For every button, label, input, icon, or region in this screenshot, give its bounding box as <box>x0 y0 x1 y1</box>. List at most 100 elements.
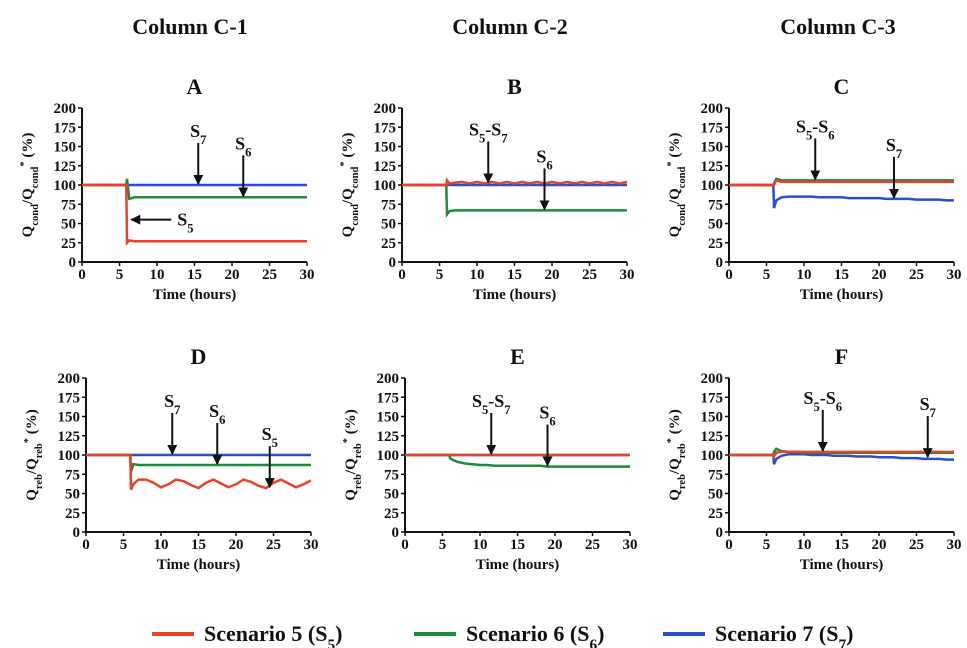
text-part: S <box>886 135 896 155</box>
y-tick-label: 0 <box>389 255 397 271</box>
text-part: /Q <box>667 458 683 475</box>
y-tick-label: 100 <box>58 448 81 464</box>
text-part: 5 <box>813 400 819 414</box>
text-part: * <box>342 438 353 443</box>
text-part: -S <box>812 116 828 136</box>
text-part: Scenario 6 (S <box>466 621 589 646</box>
y-tick-label: 200 <box>58 371 81 387</box>
x-tick-label: 15 <box>507 267 522 283</box>
y-tick-label: 25 <box>381 236 396 252</box>
annotation-label: S6 <box>539 403 555 429</box>
text-part: cond <box>30 204 41 226</box>
panel-title: D <box>191 344 207 369</box>
y-axis-label: Qcond/Qcond* (%) <box>666 133 688 238</box>
text-part: reb <box>34 443 45 458</box>
y-tick-label: 50 <box>65 487 80 503</box>
y-tick-label: 100 <box>377 448 400 464</box>
x-tick-label: 10 <box>470 267 485 283</box>
y-tick-label: 50 <box>61 217 76 233</box>
y-tick-label: 100 <box>374 178 397 194</box>
x-axis-label: Time (hours) <box>800 287 883 303</box>
x-tick-label: 0 <box>398 267 406 283</box>
x-tick-label: 30 <box>304 537 319 553</box>
y-tick-label: 175 <box>701 390 724 406</box>
text-part: cond <box>30 166 41 188</box>
annotation-label: S5 <box>177 210 193 236</box>
series-line <box>402 183 627 218</box>
y-tick-label: 125 <box>54 159 77 175</box>
y-tick-label: 175 <box>377 390 400 406</box>
x-tick-label: 25 <box>909 267 924 283</box>
text-part: 5 <box>327 637 335 648</box>
text-part: 5 <box>806 128 812 142</box>
text-part: S <box>469 119 479 139</box>
y-tick-label: 0 <box>392 525 400 541</box>
text-part: Q <box>20 225 36 237</box>
text-part: 6 <box>546 158 552 172</box>
x-tick-label: 10 <box>797 537 812 553</box>
y-tick-label: 25 <box>708 506 723 522</box>
x-tick-label: 15 <box>834 537 849 553</box>
y-tick-label: 150 <box>377 410 400 426</box>
text-part: 6 <box>549 415 555 429</box>
annotation-label: S7 <box>190 121 206 147</box>
series-line <box>729 177 954 187</box>
axes <box>728 378 954 533</box>
axes <box>81 108 307 263</box>
y-tick-label: 200 <box>374 101 397 117</box>
y-tick-label: 125 <box>374 159 397 175</box>
annotation-label: S5-S6 <box>803 388 842 414</box>
x-axis-label: Time (hours) <box>157 557 240 573</box>
text-part: Q <box>24 489 40 501</box>
x-tick-label: 30 <box>947 537 962 553</box>
y-tick-label: 0 <box>73 525 81 541</box>
x-tick-label: 25 <box>582 267 597 283</box>
x-tick-label: 5 <box>763 267 771 283</box>
y-axis-label: Qreb/Qreb* (%) <box>23 409 45 500</box>
text-part: reb <box>353 474 364 489</box>
legend-label: Scenario 5 (S5) <box>204 621 342 648</box>
x-tick-label: 15 <box>510 537 525 553</box>
text-part: reb <box>677 443 688 458</box>
text-part: /Q <box>20 188 36 205</box>
annotation-label: S6 <box>235 133 251 159</box>
column-header: Column C-3 <box>780 14 896 39</box>
y-tick-label: 150 <box>54 140 77 156</box>
annotation-label: S7 <box>920 394 936 420</box>
x-tick-label: 5 <box>763 537 771 553</box>
text-part: S <box>472 391 482 411</box>
series-line <box>405 453 630 468</box>
x-tick-label: 20 <box>872 267 887 283</box>
legend-label: Scenario 6 (S6) <box>466 621 604 648</box>
x-axis-label: Time (hours) <box>476 557 559 573</box>
y-tick-label: 200 <box>701 101 724 117</box>
text-part: cond <box>677 166 688 188</box>
x-tick-label: 20 <box>229 537 244 553</box>
text-part: Q <box>667 225 683 237</box>
text-part: S <box>539 403 549 423</box>
text-part: 5 <box>479 131 485 145</box>
text-part: /Q <box>667 188 683 205</box>
text-part: -S <box>488 391 504 411</box>
y-tick-label: 75 <box>61 197 76 213</box>
x-tick-label: 0 <box>78 267 86 283</box>
x-axis-label: Time (hours) <box>473 287 556 303</box>
panel-title: E <box>510 344 525 369</box>
y-tick-label: 175 <box>374 120 397 136</box>
x-tick-label: 15 <box>191 537 206 553</box>
x-tick-label: 15 <box>187 267 202 283</box>
x-tick-label: 5 <box>436 267 444 283</box>
y-tick-label: 175 <box>54 120 77 136</box>
y-tick-label: 25 <box>708 236 723 252</box>
y-tick-label: 25 <box>61 236 76 252</box>
x-tick-label: 25 <box>585 537 600 553</box>
annotation-label: S5-S6 <box>796 116 835 142</box>
text-part: Q <box>667 489 683 501</box>
y-tick-label: 150 <box>374 140 397 156</box>
text-part: (%) <box>667 409 683 438</box>
text-part: * <box>23 438 34 443</box>
text-part: (%) <box>20 133 36 162</box>
y-axis-label: Qreb/Qreb* (%) <box>666 409 688 500</box>
series-line <box>86 453 311 473</box>
